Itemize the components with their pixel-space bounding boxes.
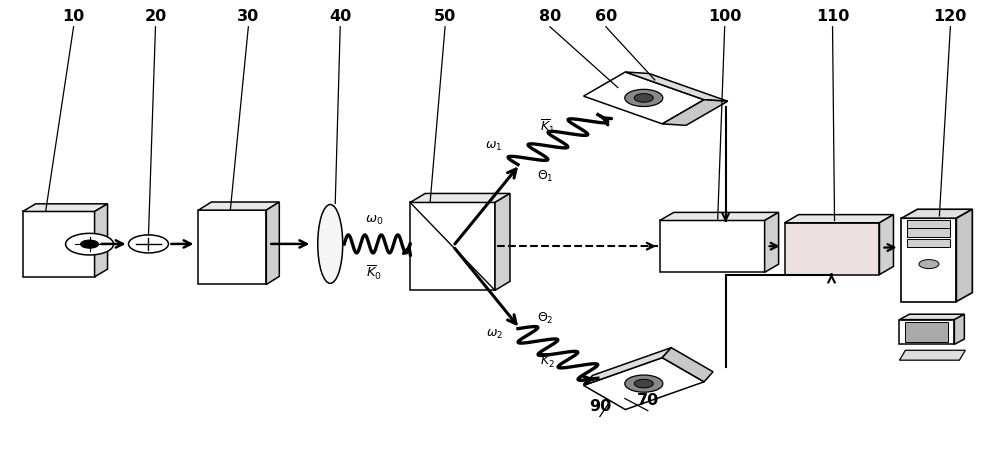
- Polygon shape: [662, 101, 728, 126]
- Circle shape: [129, 235, 168, 253]
- Polygon shape: [899, 320, 954, 345]
- Polygon shape: [954, 314, 964, 345]
- Text: $\Theta_1$: $\Theta_1$: [537, 168, 554, 184]
- Text: $\omega_2$: $\omega_2$: [486, 327, 503, 340]
- Circle shape: [625, 90, 663, 107]
- Polygon shape: [662, 348, 713, 382]
- Polygon shape: [23, 204, 108, 212]
- Text: 70: 70: [637, 392, 659, 407]
- Polygon shape: [785, 223, 879, 275]
- Polygon shape: [901, 219, 956, 302]
- Circle shape: [634, 94, 653, 103]
- Polygon shape: [899, 314, 964, 320]
- Text: 30: 30: [237, 9, 259, 24]
- Text: $\overline{K}_2$: $\overline{K}_2$: [540, 351, 555, 369]
- Circle shape: [66, 234, 114, 255]
- Text: 90: 90: [589, 398, 611, 413]
- FancyBboxPatch shape: [907, 240, 950, 248]
- Polygon shape: [901, 210, 972, 219]
- Text: 80: 80: [539, 9, 561, 24]
- Circle shape: [81, 240, 99, 249]
- Polygon shape: [410, 194, 510, 203]
- Polygon shape: [785, 215, 893, 223]
- Text: 120: 120: [934, 9, 967, 24]
- Text: 50: 50: [434, 9, 456, 24]
- Text: $\omega_1$: $\omega_1$: [485, 140, 502, 153]
- Polygon shape: [584, 348, 671, 386]
- Polygon shape: [23, 212, 95, 277]
- Text: 110: 110: [816, 9, 849, 24]
- Circle shape: [919, 260, 939, 269]
- Text: $\omega_0$: $\omega_0$: [365, 214, 383, 227]
- Polygon shape: [879, 215, 893, 275]
- Text: 40: 40: [329, 9, 351, 24]
- Polygon shape: [660, 213, 779, 221]
- Polygon shape: [625, 73, 728, 102]
- Polygon shape: [95, 204, 108, 277]
- Text: $\overline{K}_1$: $\overline{K}_1$: [540, 117, 555, 136]
- Circle shape: [634, 379, 653, 388]
- Polygon shape: [584, 358, 704, 410]
- Text: $\Theta_2$: $\Theta_2$: [537, 310, 554, 325]
- Polygon shape: [584, 73, 704, 124]
- Text: 60: 60: [595, 9, 617, 24]
- Polygon shape: [956, 210, 972, 302]
- Polygon shape: [495, 194, 510, 291]
- FancyBboxPatch shape: [907, 221, 950, 229]
- Polygon shape: [660, 221, 765, 273]
- Polygon shape: [899, 350, 965, 360]
- Polygon shape: [198, 211, 266, 285]
- Ellipse shape: [318, 205, 343, 284]
- Polygon shape: [905, 322, 948, 342]
- Polygon shape: [765, 213, 779, 273]
- Polygon shape: [198, 202, 279, 211]
- FancyBboxPatch shape: [907, 229, 950, 237]
- Circle shape: [625, 375, 663, 392]
- Polygon shape: [410, 203, 495, 291]
- Text: 100: 100: [708, 9, 741, 24]
- Text: $\overline{K}_0$: $\overline{K}_0$: [366, 263, 382, 281]
- Text: 20: 20: [144, 9, 167, 24]
- Text: 10: 10: [62, 9, 85, 24]
- Polygon shape: [266, 202, 279, 285]
